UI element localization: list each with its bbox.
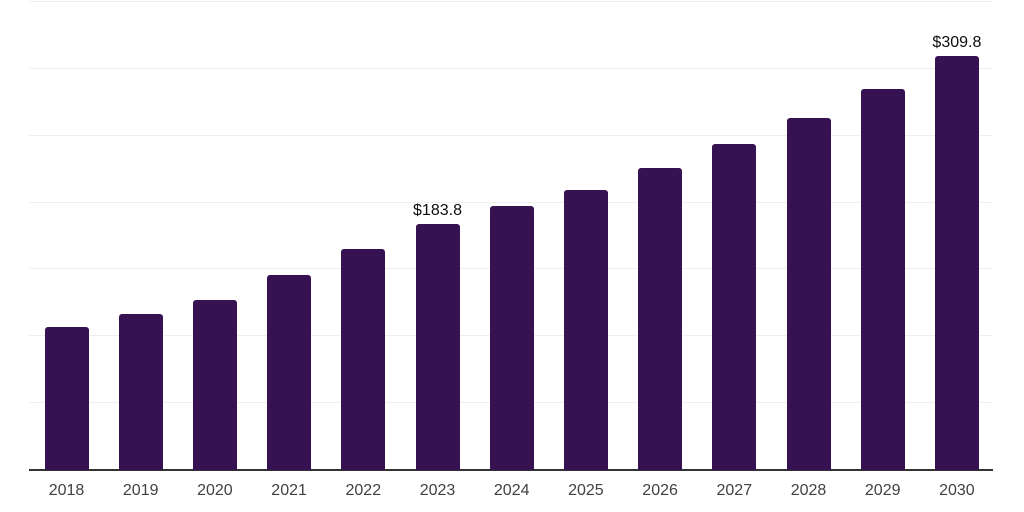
bar-2030 — [934, 55, 979, 470]
x-tick-label-2018: 2018 — [48, 482, 85, 499]
bar-value-label-2023: $183.8 — [413, 202, 462, 220]
bar-2022 — [341, 248, 386, 470]
x-tick-label-2019: 2019 — [122, 482, 159, 499]
bar-2024 — [489, 205, 534, 470]
x-tick-label-2025: 2025 — [568, 482, 604, 499]
bar-2028 — [786, 117, 831, 470]
gridline — [29, 201, 993, 203]
bar-2025 — [563, 189, 608, 470]
plot-area: 2018 2019 2020 2021 2022 2023 $183.8 2024 2025 20… — [29, 1, 993, 499]
bar-2021 — [267, 275, 312, 470]
bar-2020 — [192, 299, 237, 470]
x-tick-label-2023: 2023 — [419, 482, 456, 499]
bar-2019 — [118, 313, 163, 470]
x-tick-label-2027: 2027 — [716, 482, 753, 499]
x-tick-label-2020: 2020 — [197, 482, 233, 499]
bar-2023 — [415, 224, 460, 470]
bar-2029 — [860, 88, 905, 470]
bar-2026 — [638, 167, 683, 470]
gridline — [29, 134, 993, 136]
x-tick-label-2026: 2026 — [642, 482, 678, 499]
gridline — [29, 1, 993, 2]
x-tick-label-2021: 2021 — [271, 482, 307, 499]
bar-2018 — [44, 326, 89, 470]
x-tick-label-2024: 2024 — [493, 482, 530, 499]
bar-2027 — [712, 144, 757, 470]
x-tick-label-2030: 2030 — [939, 482, 975, 499]
gridline — [29, 67, 993, 69]
x-tick-label-2022: 2022 — [345, 482, 382, 499]
x-tick-label-2028: 2028 — [790, 482, 827, 499]
x-tick-label-2029: 2029 — [864, 482, 901, 499]
bar-value-label-2030: $309.8 — [932, 33, 982, 51]
x-axis-line — [29, 469, 993, 471]
